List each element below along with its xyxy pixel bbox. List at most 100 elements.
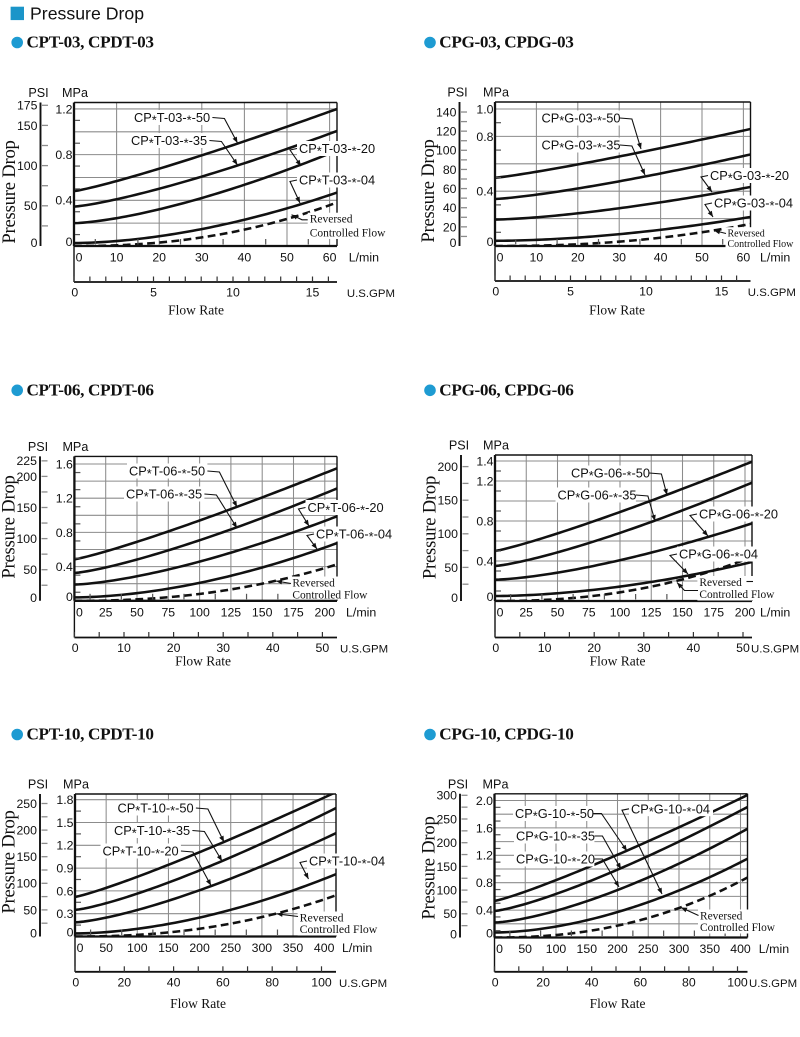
svg-text:100: 100 [311, 976, 332, 990]
svg-text:PSI: PSI [28, 778, 48, 792]
svg-text:Pressure Drop: Pressure Drop [30, 3, 144, 23]
svg-text:175: 175 [704, 606, 725, 620]
svg-text:CP*T-06-*-35: CP*T-06-*-35 [126, 487, 202, 504]
svg-text:25: 25 [99, 605, 113, 619]
svg-text:CP*G-03-*-50: CP*G-03-*-50 [542, 111, 621, 128]
svg-text:CP*G-10-*-04: CP*G-10-*-04 [631, 801, 710, 818]
svg-text:40: 40 [167, 976, 181, 990]
svg-text:CP*T-06-*-04: CP*T-06-*-04 [316, 527, 392, 544]
svg-text:50: 50 [551, 606, 565, 620]
svg-text:MPa: MPa [483, 777, 509, 791]
svg-text:150: 150 [437, 494, 458, 508]
svg-text:100: 100 [16, 532, 37, 546]
svg-text:100: 100 [189, 605, 210, 619]
svg-text:20: 20 [571, 251, 585, 265]
svg-text:25: 25 [519, 606, 533, 620]
svg-text:0: 0 [451, 591, 458, 605]
svg-text:1.8: 1.8 [56, 793, 73, 807]
svg-text:CP*T-10-*-04: CP*T-10-*-04 [309, 854, 385, 871]
svg-text:CP*T-10-*-20: CP*T-10-*-20 [103, 844, 179, 861]
svg-text:40: 40 [585, 976, 599, 990]
svg-text:Flow Rate: Flow Rate [170, 996, 226, 1011]
svg-text:20: 20 [536, 976, 550, 990]
svg-text:400: 400 [314, 941, 335, 955]
svg-text:15: 15 [306, 286, 320, 300]
svg-text:MPa: MPa [483, 439, 509, 453]
svg-text:60: 60 [216, 976, 230, 990]
svg-text:50: 50 [695, 251, 709, 265]
svg-text:1.2: 1.2 [476, 849, 493, 863]
svg-text:1.4: 1.4 [476, 454, 493, 468]
svg-text:MPa: MPa [63, 778, 89, 792]
svg-text:Flow Rate: Flow Rate [168, 303, 224, 318]
svg-text:60: 60 [633, 976, 647, 990]
svg-text:CP*G-03-*-04: CP*G-03-*-04 [714, 196, 793, 213]
svg-text:Pressure Drop: Pressure Drop [419, 816, 440, 919]
svg-text:L/min: L/min [760, 251, 790, 265]
svg-text:1.5: 1.5 [56, 816, 73, 830]
svg-text:Flow Rate: Flow Rate [175, 654, 231, 669]
svg-text:PSI: PSI [28, 86, 48, 100]
svg-text:Reversed: Reversed [292, 578, 335, 590]
svg-text:40: 40 [266, 641, 280, 655]
svg-text:MPa: MPa [483, 86, 509, 100]
svg-text:150: 150 [252, 605, 273, 619]
svg-text:175: 175 [17, 99, 38, 113]
svg-text:200: 200 [735, 606, 756, 620]
svg-text:200: 200 [16, 824, 37, 838]
svg-text:30: 30 [612, 251, 626, 265]
svg-text:10: 10 [117, 641, 131, 655]
svg-text:200: 200 [315, 605, 336, 619]
svg-text:0: 0 [492, 285, 499, 299]
svg-text:U.S.GPM: U.S.GPM [749, 978, 797, 990]
svg-text:0.8: 0.8 [476, 876, 493, 890]
svg-text:0: 0 [67, 926, 74, 940]
svg-text:40: 40 [443, 201, 457, 215]
svg-text:175: 175 [283, 605, 304, 619]
svg-text:0: 0 [496, 942, 503, 956]
svg-text:30: 30 [637, 641, 651, 655]
svg-text:Controlled Flow: Controlled Flow [728, 239, 795, 250]
svg-text:0: 0 [77, 941, 84, 955]
svg-text:MPa: MPa [62, 440, 88, 454]
svg-text:100: 100 [436, 144, 457, 158]
svg-text:Reversed: Reversed [728, 229, 765, 240]
svg-text:Pressure Drop: Pressure Drop [420, 476, 441, 579]
svg-text:CP*G-06-*-35: CP*G-06-*-35 [558, 488, 637, 505]
svg-text:200: 200 [16, 470, 37, 484]
svg-text:PSI: PSI [449, 439, 469, 453]
svg-text:PSI: PSI [447, 86, 467, 100]
svg-text:100: 100 [546, 942, 567, 956]
svg-text:PSI: PSI [448, 777, 468, 791]
svg-text:350: 350 [283, 941, 304, 955]
svg-text:CP*G-10-*-50: CP*G-10-*-50 [515, 806, 594, 823]
svg-text:Reversed: Reversed [700, 911, 743, 923]
svg-text:0: 0 [492, 641, 499, 655]
svg-text:20: 20 [443, 220, 457, 234]
svg-text:CPG-06, CPDG-06: CPG-06, CPDG-06 [439, 381, 574, 400]
svg-text:30: 30 [216, 641, 230, 655]
svg-text:10: 10 [110, 251, 124, 265]
svg-text:CP*G-10-*-35: CP*G-10-*-35 [516, 829, 595, 846]
svg-text:5: 5 [150, 286, 157, 300]
svg-text:U.S.GPM: U.S.GPM [340, 644, 388, 656]
svg-text:0: 0 [72, 976, 79, 990]
svg-text:MPa: MPa [62, 86, 88, 100]
svg-text:CP*T-03-*-50: CP*T-03-*-50 [134, 110, 210, 127]
svg-text:10: 10 [530, 251, 544, 265]
svg-text:100: 100 [16, 877, 37, 891]
svg-text:1.0: 1.0 [476, 102, 493, 116]
svg-text:40: 40 [654, 251, 668, 265]
svg-text:U.S.GPM: U.S.GPM [339, 978, 387, 990]
svg-text:1.2: 1.2 [56, 492, 73, 506]
svg-text:PSI: PSI [28, 440, 48, 454]
svg-text:CP*T-03-*-04: CP*T-03-*-04 [299, 173, 375, 190]
svg-text:30: 30 [195, 251, 209, 265]
svg-text:0: 0 [30, 927, 37, 941]
svg-text:Pressure Drop: Pressure Drop [0, 810, 20, 913]
svg-text:0.4: 0.4 [476, 185, 493, 199]
svg-text:1.6: 1.6 [476, 821, 493, 835]
svg-text:CP*G-03-*-35: CP*G-03-*-35 [542, 138, 621, 155]
svg-text:80: 80 [682, 976, 696, 990]
svg-text:CPT-10, CPDT-10: CPT-10, CPDT-10 [27, 725, 154, 744]
